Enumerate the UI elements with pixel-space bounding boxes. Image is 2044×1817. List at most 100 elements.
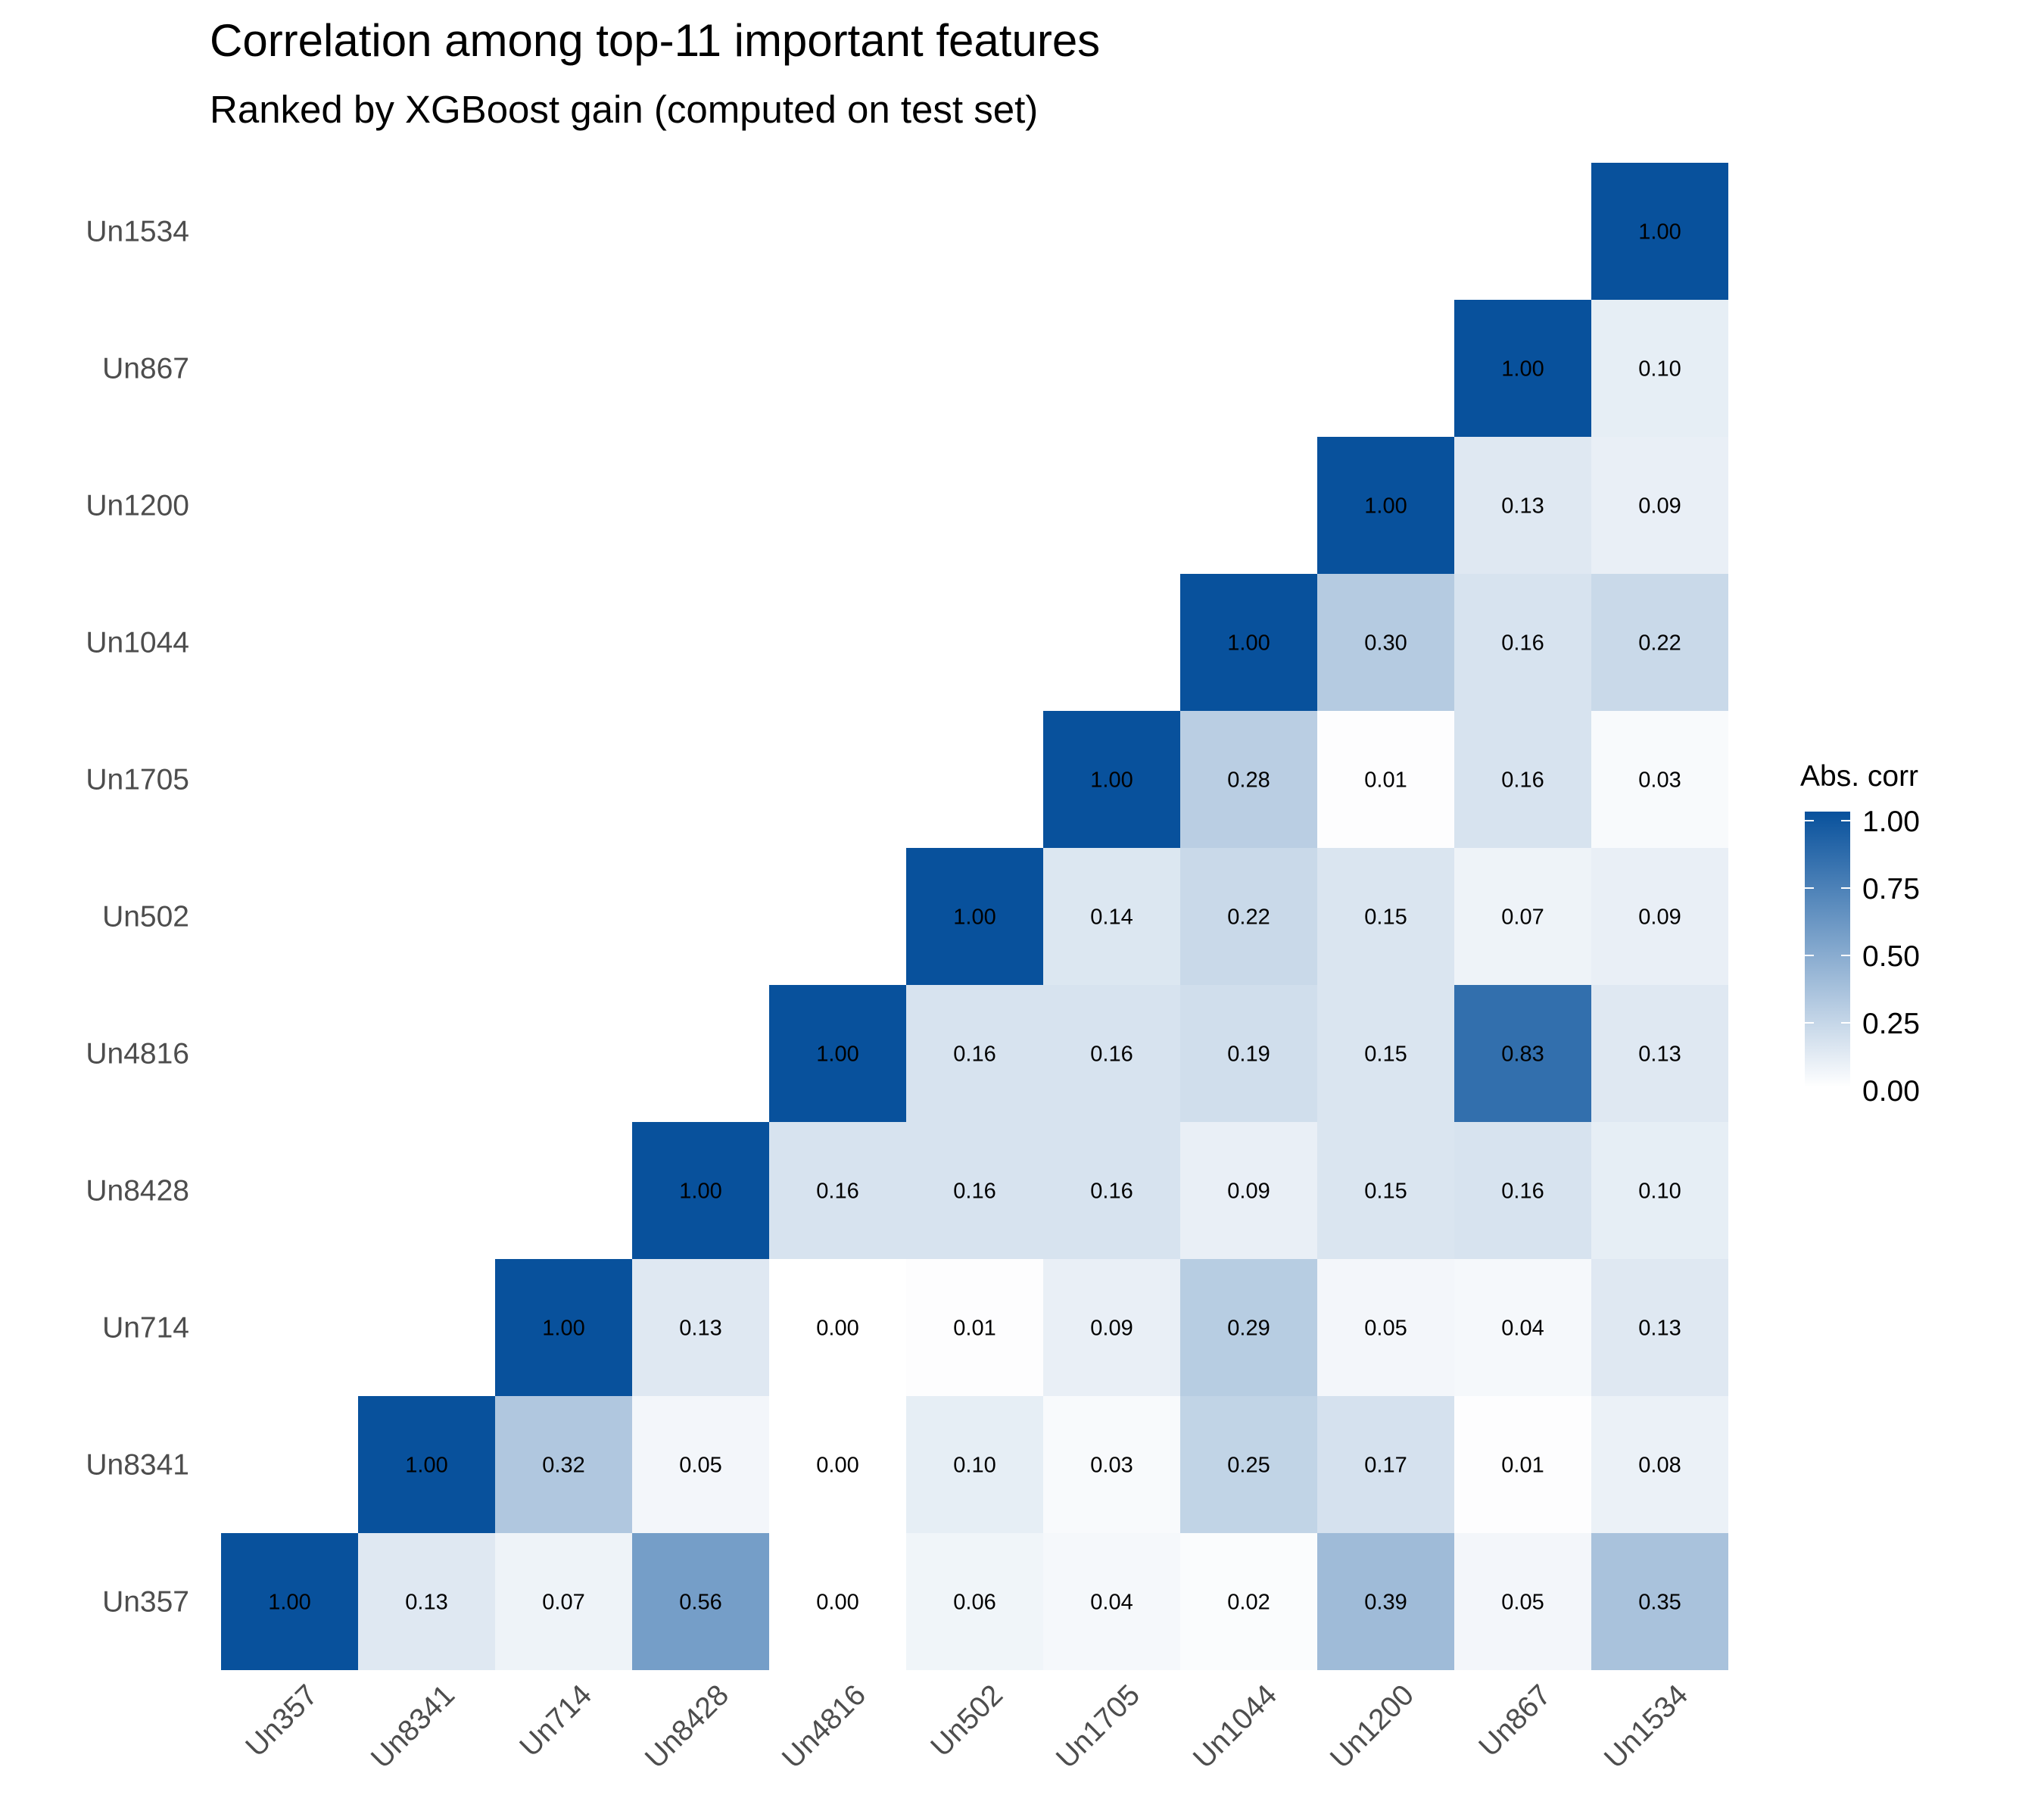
cell-value-label: 0.19 <box>1227 1043 1270 1067</box>
cell-value-label: 0.06 <box>953 1591 996 1615</box>
x-axis-tick-labels: Un357 Un8341 Un714 Un8428 Un4816 Un502 Un1705 U… <box>239 1678 1694 1775</box>
heatmap-cell-Un4816-Un1200 <box>1317 985 1454 1122</box>
y-tick-label: Un8428 <box>86 1175 189 1208</box>
x-tick-label: Un8428 <box>639 1678 735 1775</box>
cell-value-label: 1.00 <box>1090 768 1133 793</box>
legend-ticks: 1.00 0.75 0.50 0.25 0.00 <box>1805 806 1920 1108</box>
cell-value-label: 0.30 <box>1364 631 1407 656</box>
cell-value-label: 0.13 <box>1638 1043 1681 1067</box>
heatmap-cell-Un4816-Un1705 <box>1043 985 1180 1122</box>
cell-value-label: 0.22 <box>1227 905 1270 930</box>
heatmap-cell-Un357-Un1200 <box>1317 1533 1454 1670</box>
y-tick-label: Un1200 <box>86 490 189 522</box>
heatmap-cell-Un502-Un1705 <box>1043 848 1180 985</box>
heatmap-cell-Un1044-Un1200 <box>1317 574 1454 711</box>
heatmap-cell-Un8428-Un502 <box>906 1122 1043 1259</box>
legend-tick-label: 0.25 <box>1862 1008 1920 1040</box>
heatmap-cell-Un1200-Un1200 <box>1317 437 1454 574</box>
x-tick-label: Un357 <box>239 1678 324 1763</box>
heatmap-cell-Un357-Un1534 <box>1591 1533 1728 1670</box>
heatmap-cell-Un714-Un1044 <box>1180 1259 1317 1396</box>
heatmap-cell-Un714-Un502 <box>906 1259 1043 1396</box>
heatmap-cell-Un4816-Un4816 <box>769 985 906 1122</box>
heatmap-cell-Un867-Un1534 <box>1591 300 1728 437</box>
cell-value-label: 1.00 <box>1227 631 1270 656</box>
cell-value-label: 0.16 <box>1090 1180 1133 1204</box>
heatmap-cell-Un8428-Un1705 <box>1043 1122 1180 1259</box>
x-tick-label: Un1200 <box>1324 1678 1420 1775</box>
heatmap-cell-labels: 1.00 0.13 0.07 0.56 0.00 0.06 0.04 0.02 0.39 0.05… <box>268 220 1681 1615</box>
cell-value-label: 0.01 <box>953 1317 996 1341</box>
cell-value-label: 0.16 <box>1501 1180 1544 1204</box>
heatmap-cell-Un8341-Un8428 <box>632 1396 769 1533</box>
cell-value-label: 0.13 <box>679 1317 721 1341</box>
heatmap-cell-Un1200-Un867 <box>1454 437 1591 574</box>
cell-value-label: 0.32 <box>542 1454 584 1478</box>
heatmap-cell-Un1044-Un1534 <box>1591 574 1728 711</box>
x-tick-label: Un1705 <box>1050 1678 1146 1775</box>
heatmap-cell-Un357-Un1044 <box>1180 1533 1317 1670</box>
x-tick-label: Un867 <box>1472 1678 1557 1763</box>
cell-value-label: 1.00 <box>1501 357 1544 382</box>
y-tick-label: Un357 <box>102 1586 189 1619</box>
cell-value-label: 1.00 <box>679 1180 721 1204</box>
heatmap-cell-Un714-Un8428 <box>632 1259 769 1396</box>
heatmap-cell-Un867-Un867 <box>1454 300 1591 437</box>
y-tick-label: Un714 <box>102 1312 189 1345</box>
cell-value-label: 0.16 <box>953 1043 996 1067</box>
heatmap-cell-Un4816-Un1534 <box>1591 985 1728 1122</box>
heatmap-cell-Un714-Un1534 <box>1591 1259 1728 1396</box>
cell-value-label: 0.56 <box>679 1591 721 1615</box>
cell-value-label: 1.00 <box>1364 494 1407 519</box>
y-tick-label: Un8341 <box>86 1449 189 1482</box>
heatmap-cell-Un502-Un1534 <box>1591 848 1728 985</box>
cell-value-label: 0.09 <box>1638 494 1681 519</box>
cell-value-label: 0.15 <box>1364 905 1407 930</box>
cell-value-label: 0.16 <box>1501 768 1544 793</box>
cell-value-label: 0.05 <box>679 1454 721 1478</box>
cell-value-label: 0.17 <box>1364 1454 1407 1478</box>
heatmap-cell-Un8341-Un1044 <box>1180 1396 1317 1533</box>
heatmap-cell-Un502-Un1044 <box>1180 848 1317 985</box>
cell-value-label: 0.05 <box>1501 1591 1544 1615</box>
cell-value-label: 0.16 <box>953 1180 996 1204</box>
legend-tick-label: 0.50 <box>1862 940 1920 973</box>
heatmap-cell-Un502-Un1200 <box>1317 848 1454 985</box>
cell-value-label: 0.07 <box>1501 905 1544 930</box>
heatmap-cell-Un8428-Un1534 <box>1591 1122 1728 1259</box>
cell-value-label: 0.03 <box>1090 1454 1133 1478</box>
cell-value-label: 0.16 <box>816 1180 858 1204</box>
cell-value-label: 0.00 <box>816 1591 858 1615</box>
cell-value-label: 0.14 <box>1090 905 1133 930</box>
legend-title: Abs. corr <box>1800 760 1918 793</box>
heatmap-cell-Un8341-Un1705 <box>1043 1396 1180 1533</box>
cell-value-label: 0.05 <box>1364 1317 1407 1341</box>
color-legend: Abs. corr 1.00 0.75 0.50 0.25 0.00 <box>1800 760 1920 1108</box>
cell-value-label: 0.16 <box>1090 1043 1133 1067</box>
cell-value-label: 0.09 <box>1638 905 1681 930</box>
heatmap-cell-Un8428-Un1200 <box>1317 1122 1454 1259</box>
heatmap-cell-Un4816-Un1044 <box>1180 985 1317 1122</box>
cell-value-label: 0.01 <box>1501 1454 1544 1478</box>
cell-value-label: 0.15 <box>1364 1180 1407 1204</box>
heatmap-cell-Un714-Un1200 <box>1317 1259 1454 1396</box>
x-tick-label: Un4816 <box>776 1678 872 1775</box>
heatmap-cell-Un1044-Un867 <box>1454 574 1591 711</box>
heatmap-cell-Un8341-Un1534 <box>1591 1396 1728 1533</box>
x-tick-label: Un8341 <box>365 1678 461 1775</box>
x-tick-label: Un714 <box>513 1678 598 1763</box>
cell-value-label: 0.10 <box>1638 1180 1681 1204</box>
cell-value-label: 0.35 <box>1638 1591 1681 1615</box>
legend-tick-label: 0.00 <box>1862 1075 1920 1108</box>
cell-value-label: 0.29 <box>1227 1317 1270 1341</box>
heatmap-cell-Un357-Un867 <box>1454 1533 1591 1670</box>
legend-tick-label: 1.00 <box>1862 806 1920 838</box>
heatmap-cell-Un4816-Un502 <box>906 985 1043 1122</box>
heatmap-cell-Un1705-Un1705 <box>1043 711 1180 848</box>
cell-value-label: 0.08 <box>1638 1454 1681 1478</box>
heatmap-cell-Un714-Un1705 <box>1043 1259 1180 1396</box>
heatmap-cell-Un8428-Un4816 <box>769 1122 906 1259</box>
heatmap-cell-Un714-Un4816 <box>769 1259 906 1396</box>
y-tick-label: Un867 <box>102 353 189 385</box>
